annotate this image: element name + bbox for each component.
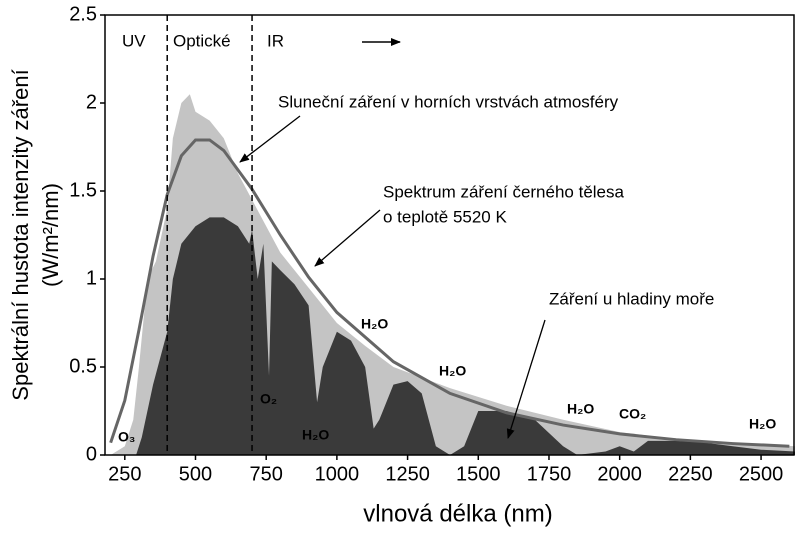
region-label: Optické	[173, 31, 231, 50]
y-axis-label: (W/m²/nm)	[38, 183, 63, 287]
x-tick-label: 2000	[597, 463, 642, 485]
molecule-label: H₂O	[439, 363, 466, 379]
y-axis-label: Spektrální hustota intenzity záření	[8, 69, 33, 400]
x-tick-label: 2500	[739, 463, 784, 485]
region-label: UV	[122, 31, 146, 50]
molecule-label: O₃	[118, 429, 135, 445]
arrow	[506, 319, 546, 439]
molecule-label: H₂O	[567, 401, 594, 417]
molecule-label: CO₂	[619, 406, 646, 422]
x-tick-label: 500	[179, 463, 212, 485]
y-tick-label: 1.5	[69, 179, 97, 201]
molecule-label: H₂O	[361, 316, 388, 332]
plot-area	[109, 94, 795, 455]
x-tick-label: 1750	[527, 463, 572, 485]
line	[109, 138, 790, 448]
y-tick-label: 2	[86, 91, 97, 113]
plot-frame	[104, 14, 795, 456]
molecule-label: O₂	[260, 391, 277, 407]
x-tick-label: 250	[108, 463, 141, 485]
y-tick-label: 2.5	[69, 3, 97, 25]
region-label: IR	[267, 31, 284, 50]
x-tick-label: 1500	[456, 463, 501, 485]
annotation: Spektrum záření černého tělesa	[383, 182, 625, 201]
arrow	[239, 115, 301, 163]
arrow	[314, 209, 381, 267]
y-tick-label: 0	[86, 443, 97, 465]
annotation: o teplotě 5520 K	[383, 207, 507, 226]
area	[136, 217, 795, 455]
annotation: Záření u hladiny moře	[549, 289, 714, 308]
y-tick-label: 1	[86, 267, 97, 289]
x-tick-label: 1250	[385, 463, 430, 485]
annotation: Sluneční záření v horních vrstvách atmos…	[278, 92, 619, 111]
molecule-label: H₂O	[302, 427, 329, 443]
x-tick-label: 750	[250, 463, 283, 485]
x-axis-label: vlnová délka (nm)	[363, 500, 552, 527]
x-tick-label: 2250	[668, 463, 713, 485]
molecule-label: H₂O	[749, 416, 776, 432]
x-tick-label: 1000	[315, 463, 360, 485]
y-tick-label: 0.5	[69, 355, 97, 377]
